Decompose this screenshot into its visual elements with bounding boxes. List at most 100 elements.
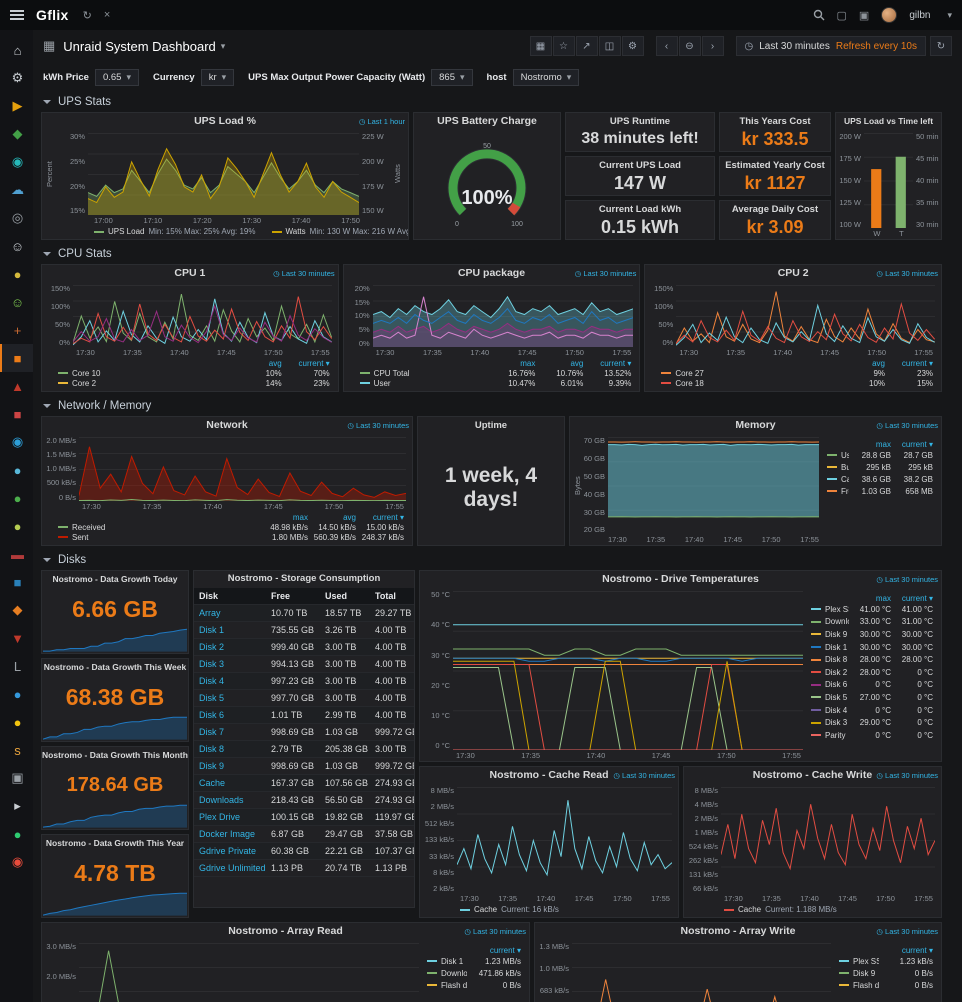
- sidebar-app-icon[interactable]: ■: [0, 568, 33, 596]
- sidebar-app-icon[interactable]: ◉: [0, 148, 33, 176]
- panel-header[interactable]: UPS Load vs Time left: [836, 113, 941, 130]
- panel-header[interactable]: CPU package ◷ Last 30 minutes: [344, 265, 640, 282]
- sidebar-app-icon[interactable]: +: [0, 316, 33, 344]
- sidebar-app-icon[interactable]: ▲: [0, 372, 33, 400]
- legend-header-cell[interactable]: max: [520, 358, 536, 368]
- legend-series[interactable]: Disk 2: [811, 668, 849, 677]
- disk-link[interactable]: Disk 1: [199, 625, 225, 635]
- legend-header-cell[interactable]: max: [875, 593, 891, 603]
- legend-series[interactable]: Buffered: [827, 463, 849, 472]
- avatar[interactable]: [881, 7, 898, 23]
- legend-series[interactable]: Received: [58, 523, 260, 532]
- cache-read-chart[interactable]: [457, 787, 672, 893]
- column-header[interactable]: Disk: [199, 591, 219, 601]
- sidebar-app-icon[interactable]: ●: [0, 260, 33, 288]
- legend-header-cell[interactable]: avg: [343, 512, 356, 522]
- time-picker[interactable]: ◷ Last 30 minutes Refresh every 10s: [735, 36, 926, 56]
- dashboard-title[interactable]: Unraid System Dashboard: [63, 38, 216, 54]
- sidebar-app-icon[interactable]: ⌂: [0, 36, 33, 64]
- variable-value-dropdown[interactable]: 0.65 ▾: [94, 68, 139, 86]
- sidebar-app-icon[interactable]: ⚙: [0, 64, 33, 92]
- sidebar-app-icon[interactable]: ■: [0, 400, 33, 428]
- cpu-package-chart[interactable]: [372, 285, 634, 347]
- panel-title[interactable]: Nostromo - Data Growth This Year: [45, 838, 185, 848]
- legend-header-cell[interactable]: current ▾: [901, 439, 933, 449]
- legend-series[interactable]: Parity: [811, 731, 849, 740]
- sidebar-app-icon[interactable]: ▬: [0, 540, 33, 568]
- sidebar-app-icon[interactable]: ●: [0, 512, 33, 540]
- sidebar-app-icon[interactable]: ●: [0, 484, 33, 512]
- disk-link[interactable]: Plex Drive: [199, 812, 241, 822]
- legend-header-cell[interactable]: current ▾: [372, 512, 404, 522]
- panel-header[interactable]: Nostromo - Cache Read ◷ Last 30 minutes: [420, 767, 678, 784]
- legend-header-cell[interactable]: avg: [268, 358, 282, 368]
- panel-title[interactable]: Current UPS Load: [599, 160, 681, 171]
- legend-series[interactable]: Core 18: [661, 379, 837, 388]
- legend-header-cell[interactable]: max: [292, 512, 308, 522]
- cpu2-chart[interactable]: [676, 285, 936, 347]
- nav-action-button[interactable]: ↗: [575, 36, 598, 56]
- panel-title[interactable]: Uptime: [474, 420, 508, 431]
- legend-series[interactable]: Disk 1: [811, 643, 849, 652]
- close-icon[interactable]: ×: [103, 9, 111, 21]
- panel-title[interactable]: Average Daily Cost: [731, 204, 819, 215]
- disk-link[interactable]: Disk 3: [199, 659, 225, 669]
- sidebar-app-icon[interactable]: ◉: [0, 428, 33, 456]
- sidebar-app-icon[interactable]: ●: [0, 456, 33, 484]
- dashboard-picker-icon[interactable]: ▦: [43, 38, 56, 53]
- display-icon[interactable]: ▣: [858, 9, 870, 22]
- column-header[interactable]: Used: [325, 591, 348, 601]
- disk-link[interactable]: Disk 5: [199, 693, 225, 703]
- nav-action-button[interactable]: ☆: [552, 36, 575, 56]
- legend-series[interactable]: Core 2: [58, 379, 234, 388]
- legend-series[interactable]: CPU Total: [359, 369, 488, 378]
- legend-series[interactable]: Downloads: [427, 969, 467, 978]
- memory-chart[interactable]: [608, 437, 819, 534]
- legend-series[interactable]: Disk 4: [811, 706, 849, 715]
- username[interactable]: gilbn: [909, 9, 931, 21]
- legend-series[interactable]: User: [359, 379, 488, 388]
- legend-series[interactable]: Disk 5: [811, 693, 849, 702]
- network-chart[interactable]: [79, 437, 406, 501]
- sidebar-app-icon[interactable]: ◆: [0, 120, 33, 148]
- sidebar-app-icon[interactable]: L: [0, 652, 33, 680]
- disk-link[interactable]: Disk 2: [199, 642, 225, 652]
- disk-link[interactable]: Disk 6: [199, 710, 225, 720]
- panel-header[interactable]: CPU 2 ◷ Last 30 minutes: [645, 265, 941, 282]
- legend-series[interactable]: Core 10: [58, 369, 234, 378]
- disk-link[interactable]: Gdrive Unlimited: [199, 863, 266, 873]
- refresh-button[interactable]: ↻: [930, 36, 952, 56]
- temperatures-chart[interactable]: [453, 591, 803, 750]
- legend-series[interactable]: Core 27: [661, 369, 837, 378]
- panel-header[interactable]: Nostromo - Storage Consumption: [194, 571, 414, 588]
- legend-series[interactable]: Disk 9: [811, 630, 849, 639]
- legend-header-cell[interactable]: current ▾: [901, 593, 933, 603]
- panel-header[interactable]: Nostromo - Drive Temperatures ◷ Last 30 …: [420, 571, 941, 588]
- sidebar-app-icon[interactable]: ▸: [0, 792, 33, 820]
- sidebar-app-icon[interactable]: ☺: [0, 232, 33, 260]
- ups-load-chart[interactable]: [88, 133, 359, 215]
- disk-link[interactable]: Disk 9: [199, 761, 225, 771]
- legend-item[interactable]: Cache Current: 1.188 MB/s: [724, 905, 837, 914]
- sidebar-app-icon[interactable]: ▶: [0, 92, 33, 120]
- legend-series[interactable]: Disk 6: [811, 680, 849, 689]
- panel-header[interactable]: Nostromo - Array Read ◷ Last 30 minutes: [42, 923, 529, 940]
- legend-header-cell[interactable]: current ▾: [901, 945, 933, 955]
- legend-header-cell[interactable]: current ▾: [298, 358, 330, 368]
- sidebar-app-icon[interactable]: ■: [0, 344, 33, 372]
- panel-title[interactable]: This Years Cost: [739, 116, 811, 127]
- panel-header[interactable]: UPS Battery Charge: [414, 113, 560, 130]
- disk-link[interactable]: Docker Image: [199, 829, 256, 839]
- disk-link[interactable]: Disk 4: [199, 676, 225, 686]
- sidebar-app-icon[interactable]: ☺: [0, 288, 33, 316]
- time-nav-button[interactable]: ⊖: [678, 36, 701, 56]
- fullscreen-icon[interactable]: ▢: [836, 9, 847, 22]
- column-header[interactable]: Free: [271, 591, 291, 601]
- sidebar-app-icon[interactable]: ▼: [0, 624, 33, 652]
- cpu1-chart[interactable]: [73, 285, 332, 347]
- disk-link[interactable]: Gdrive Private: [199, 846, 257, 856]
- panel-header[interactable]: Memory ◷ Last 30 minutes: [570, 417, 941, 434]
- nav-action-button[interactable]: ◫: [598, 36, 621, 56]
- array-write-chart[interactable]: [572, 943, 831, 1002]
